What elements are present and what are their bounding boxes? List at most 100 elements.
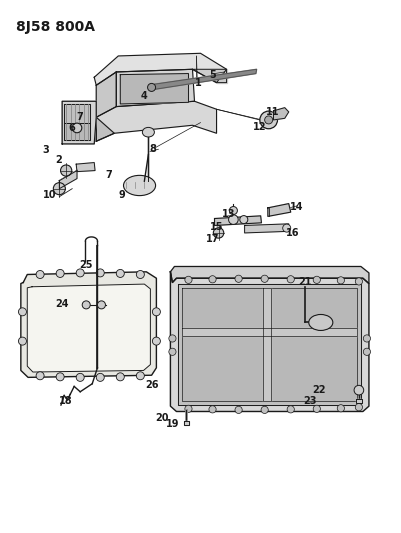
Polygon shape [273,108,289,120]
Circle shape [169,348,176,356]
Circle shape [36,372,44,380]
Circle shape [97,301,105,309]
Text: 12: 12 [253,122,267,132]
Polygon shape [215,216,261,225]
Polygon shape [96,101,217,141]
Polygon shape [182,328,357,336]
Circle shape [209,406,216,413]
Circle shape [136,270,144,279]
Polygon shape [263,288,271,401]
Circle shape [363,335,371,342]
Circle shape [152,337,160,345]
Polygon shape [178,284,361,405]
Circle shape [53,183,65,195]
Circle shape [61,165,72,176]
Circle shape [152,308,160,316]
Text: 11: 11 [266,107,279,117]
Polygon shape [184,421,189,425]
Polygon shape [192,69,227,83]
Polygon shape [150,69,257,90]
Circle shape [313,405,320,413]
Polygon shape [62,101,96,144]
Circle shape [148,83,156,92]
Polygon shape [356,399,362,403]
Circle shape [136,372,144,380]
Circle shape [283,224,291,232]
Circle shape [229,206,237,215]
Text: 9: 9 [119,190,126,199]
Circle shape [36,270,44,279]
Circle shape [265,116,273,124]
Text: 23: 23 [303,396,317,406]
Polygon shape [96,72,116,117]
Polygon shape [268,204,291,216]
Circle shape [261,275,268,282]
Text: 8: 8 [149,144,156,154]
Ellipse shape [309,314,333,330]
Text: 25: 25 [79,261,93,270]
Circle shape [229,215,238,224]
Polygon shape [21,272,156,377]
Text: 1: 1 [195,78,202,87]
Circle shape [261,406,268,414]
Polygon shape [182,288,357,401]
Polygon shape [76,163,95,172]
Polygon shape [96,117,114,141]
Circle shape [240,215,248,224]
Polygon shape [59,171,77,189]
Circle shape [354,385,364,395]
Circle shape [72,123,82,133]
Circle shape [185,276,192,284]
Ellipse shape [142,127,154,137]
Text: 6: 6 [69,123,75,133]
Circle shape [82,301,90,309]
Polygon shape [170,266,369,284]
Circle shape [313,276,320,284]
Text: 24: 24 [55,299,69,309]
Circle shape [235,406,242,414]
Circle shape [76,269,84,277]
Text: 21: 21 [298,278,312,287]
Circle shape [76,373,84,382]
Polygon shape [120,74,188,104]
Circle shape [337,405,344,412]
Polygon shape [245,224,289,233]
Text: 3: 3 [43,146,49,155]
Text: 18: 18 [59,396,73,406]
Polygon shape [27,284,150,372]
Text: 19: 19 [166,419,179,429]
Polygon shape [116,69,194,107]
Polygon shape [170,272,369,411]
Circle shape [96,269,104,277]
Circle shape [287,276,294,283]
Polygon shape [64,123,90,140]
Text: 5: 5 [209,70,216,79]
Text: 22: 22 [312,385,326,395]
Text: 8J58 800A: 8J58 800A [16,20,95,34]
Text: 16: 16 [286,228,300,238]
Circle shape [213,228,224,238]
Text: 26: 26 [146,380,159,390]
Text: 13: 13 [222,209,235,219]
Circle shape [116,269,124,278]
Circle shape [116,373,124,381]
Text: 2: 2 [55,155,61,165]
Circle shape [260,111,277,129]
Circle shape [337,277,344,284]
Circle shape [56,269,64,278]
Polygon shape [94,53,227,85]
Text: 14: 14 [290,202,304,212]
Circle shape [209,276,216,283]
Text: 10: 10 [43,190,57,199]
Circle shape [56,373,64,381]
Text: 4: 4 [141,91,148,101]
Ellipse shape [124,175,156,196]
Circle shape [18,337,26,345]
Text: 17: 17 [206,234,219,244]
Circle shape [287,406,294,413]
Circle shape [363,348,371,356]
Text: 7: 7 [105,170,111,180]
Circle shape [235,275,242,282]
Circle shape [185,405,192,413]
Circle shape [355,403,363,411]
